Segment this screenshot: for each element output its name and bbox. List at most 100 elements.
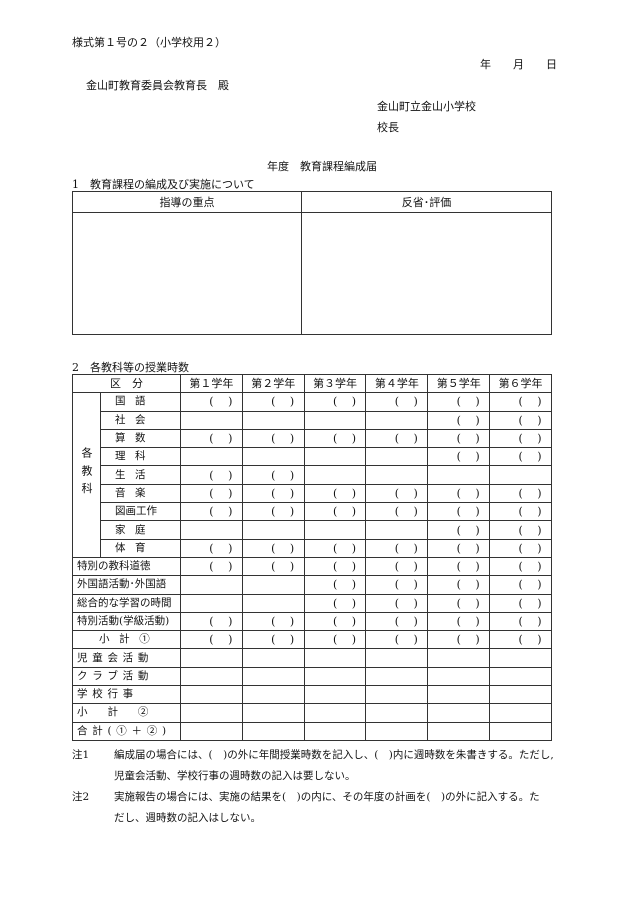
- hours-cell[interactable]: [180, 520, 243, 540]
- hours-cell[interactable]: [365, 447, 429, 467]
- hours-cell[interactable]: ( ): [241, 428, 305, 449]
- hours-cell[interactable]: [303, 721, 367, 741]
- hours-cell[interactable]: [365, 465, 429, 485]
- hours-cell[interactable]: [303, 703, 367, 723]
- hours-cell[interactable]: [180, 666, 243, 687]
- hours-cell[interactable]: ( ): [427, 392, 491, 412]
- hours-cell[interactable]: ( ): [427, 575, 491, 595]
- reflection-cell[interactable]: [301, 212, 552, 335]
- hours-cell[interactable]: [303, 666, 367, 687]
- hours-cell[interactable]: ( ): [180, 392, 243, 412]
- hours-cell[interactable]: ( ): [303, 502, 367, 522]
- hours-cell[interactable]: ( ): [427, 538, 491, 558]
- hours-cell[interactable]: [180, 410, 243, 430]
- hours-cell[interactable]: ( ): [303, 538, 367, 558]
- hours-cell[interactable]: [241, 520, 305, 540]
- hours-cell[interactable]: ( ): [365, 483, 429, 504]
- hours-cell[interactable]: ( ): [303, 392, 367, 412]
- hours-cell[interactable]: [180, 685, 243, 705]
- hours-cell[interactable]: [365, 410, 429, 430]
- hours-cell[interactable]: ( ): [303, 483, 367, 504]
- hours-cell[interactable]: ( ): [365, 502, 429, 522]
- hours-cell[interactable]: [241, 666, 305, 687]
- hours-cell[interactable]: [180, 703, 243, 723]
- hours-cell[interactable]: ( ): [241, 502, 305, 522]
- hours-cell[interactable]: [241, 703, 305, 723]
- hours-cell[interactable]: ( ): [365, 575, 429, 595]
- hours-cell[interactable]: ( ): [303, 556, 367, 577]
- hours-cell[interactable]: [241, 575, 305, 595]
- hours-cell[interactable]: ( ): [365, 392, 429, 412]
- hours-cell[interactable]: [365, 666, 429, 687]
- hours-cell[interactable]: [303, 410, 367, 430]
- guidance-focus-cell[interactable]: [72, 212, 302, 335]
- hours-cell[interactable]: ( ): [427, 520, 491, 540]
- hours-cell[interactable]: [241, 648, 305, 668]
- hours-cell[interactable]: ( ): [365, 630, 429, 650]
- hours-cell[interactable]: [303, 685, 367, 705]
- hours-cell[interactable]: ( ): [489, 502, 552, 522]
- hours-cell[interactable]: ( ): [427, 428, 491, 449]
- hours-cell[interactable]: [241, 721, 305, 741]
- hours-cell[interactable]: ( ): [241, 392, 305, 412]
- hours-cell[interactable]: [241, 685, 305, 705]
- hours-cell[interactable]: [303, 465, 367, 485]
- hours-cell[interactable]: ( ): [365, 538, 429, 558]
- hours-cell[interactable]: ( ): [427, 556, 491, 577]
- hours-cell[interactable]: ( ): [241, 630, 305, 650]
- hours-cell[interactable]: [365, 703, 429, 723]
- hours-cell[interactable]: ( ): [427, 410, 491, 430]
- hours-cell[interactable]: ( ): [365, 611, 429, 632]
- hours-cell[interactable]: ( ): [180, 538, 243, 558]
- hours-cell[interactable]: ( ): [427, 483, 491, 504]
- hours-cell[interactable]: ( ): [427, 611, 491, 632]
- hours-cell[interactable]: ( ): [303, 630, 367, 650]
- hours-cell[interactable]: [180, 721, 243, 741]
- hours-cell[interactable]: ( ): [180, 428, 243, 449]
- hours-cell[interactable]: [180, 593, 243, 613]
- hours-cell[interactable]: ( ): [303, 575, 367, 595]
- hours-cell[interactable]: [427, 721, 491, 741]
- hours-cell[interactable]: ( ): [427, 593, 491, 613]
- hours-cell[interactable]: ( ): [365, 428, 429, 449]
- hours-cell[interactable]: [365, 648, 429, 668]
- hours-cell[interactable]: [489, 703, 552, 723]
- hours-cell[interactable]: [180, 648, 243, 668]
- hours-cell[interactable]: ( ): [180, 611, 243, 632]
- hours-cell[interactable]: ( ): [241, 611, 305, 632]
- hours-cell[interactable]: [241, 410, 305, 430]
- hours-cell[interactable]: ( ): [489, 483, 552, 504]
- hours-cell[interactable]: [365, 721, 429, 741]
- hours-cell[interactable]: ( ): [489, 447, 552, 467]
- hours-cell[interactable]: ( ): [489, 428, 552, 449]
- hours-cell[interactable]: [489, 648, 552, 668]
- hours-cell[interactable]: ( ): [427, 502, 491, 522]
- hours-cell[interactable]: ( ): [303, 593, 367, 613]
- hours-cell[interactable]: [241, 447, 305, 467]
- hours-cell[interactable]: ( ): [180, 483, 243, 504]
- hours-cell[interactable]: ( ): [489, 556, 552, 577]
- hours-cell[interactable]: ( ): [489, 611, 552, 632]
- hours-cell[interactable]: [427, 703, 491, 723]
- hours-cell[interactable]: [489, 685, 552, 705]
- hours-cell[interactable]: ( ): [365, 593, 429, 613]
- hours-cell[interactable]: [489, 721, 552, 741]
- hours-cell[interactable]: [427, 666, 491, 687]
- hours-cell[interactable]: [303, 447, 367, 467]
- hours-cell[interactable]: ( ): [241, 465, 305, 485]
- hours-cell[interactable]: [365, 685, 429, 705]
- hours-cell[interactable]: [427, 685, 491, 705]
- hours-cell[interactable]: ( ): [180, 556, 243, 577]
- hours-cell[interactable]: [489, 666, 552, 687]
- hours-cell[interactable]: ( ): [303, 428, 367, 449]
- hours-cell[interactable]: ( ): [241, 483, 305, 504]
- hours-cell[interactable]: [427, 648, 491, 668]
- hours-cell[interactable]: ( ): [489, 593, 552, 613]
- hours-cell[interactable]: ( ): [241, 556, 305, 577]
- hours-cell[interactable]: ( ): [489, 520, 552, 540]
- hours-cell[interactable]: ( ): [489, 575, 552, 595]
- hours-cell[interactable]: ( ): [241, 538, 305, 558]
- hours-cell[interactable]: ( ): [180, 630, 243, 650]
- hours-cell[interactable]: [427, 465, 491, 485]
- hours-cell[interactable]: [489, 465, 552, 485]
